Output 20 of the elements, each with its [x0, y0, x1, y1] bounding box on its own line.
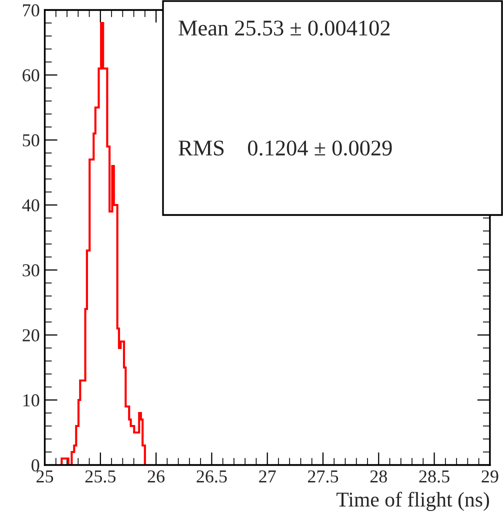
x-tick-label: 26.5	[196, 470, 227, 483]
annotation: Mean 25.53 ± 0.004102	[178, 20, 390, 36]
x-tick-label: 25.5	[85, 470, 116, 483]
x-tick-label: 27.5	[308, 470, 338, 483]
x-tick-label: 28.5	[419, 470, 450, 483]
y-tick-label: 50	[22, 134, 40, 146]
x-tick-label: 25	[36, 470, 54, 483]
x-tick-label: 26	[148, 470, 165, 483]
y-tick-label: 20	[22, 329, 40, 342]
y-tick-label: 40	[22, 199, 40, 212]
y-tick-label: 10	[23, 394, 40, 406]
y-tick-label: 30	[22, 264, 40, 276]
x-tick-label: 29	[482, 470, 498, 483]
x-tick-label: 27	[259, 470, 276, 482]
annotation: RMS 0.1204 ± 0.0029	[178, 140, 392, 156]
y-tick-label: 70	[23, 4, 40, 16]
y-tick-label: 0	[32, 459, 40, 472]
y-tick-label: 60	[22, 69, 40, 82]
x-axis-title: Time of flight (ns)	[336, 492, 490, 511]
x-tick-label: 28	[370, 470, 387, 483]
